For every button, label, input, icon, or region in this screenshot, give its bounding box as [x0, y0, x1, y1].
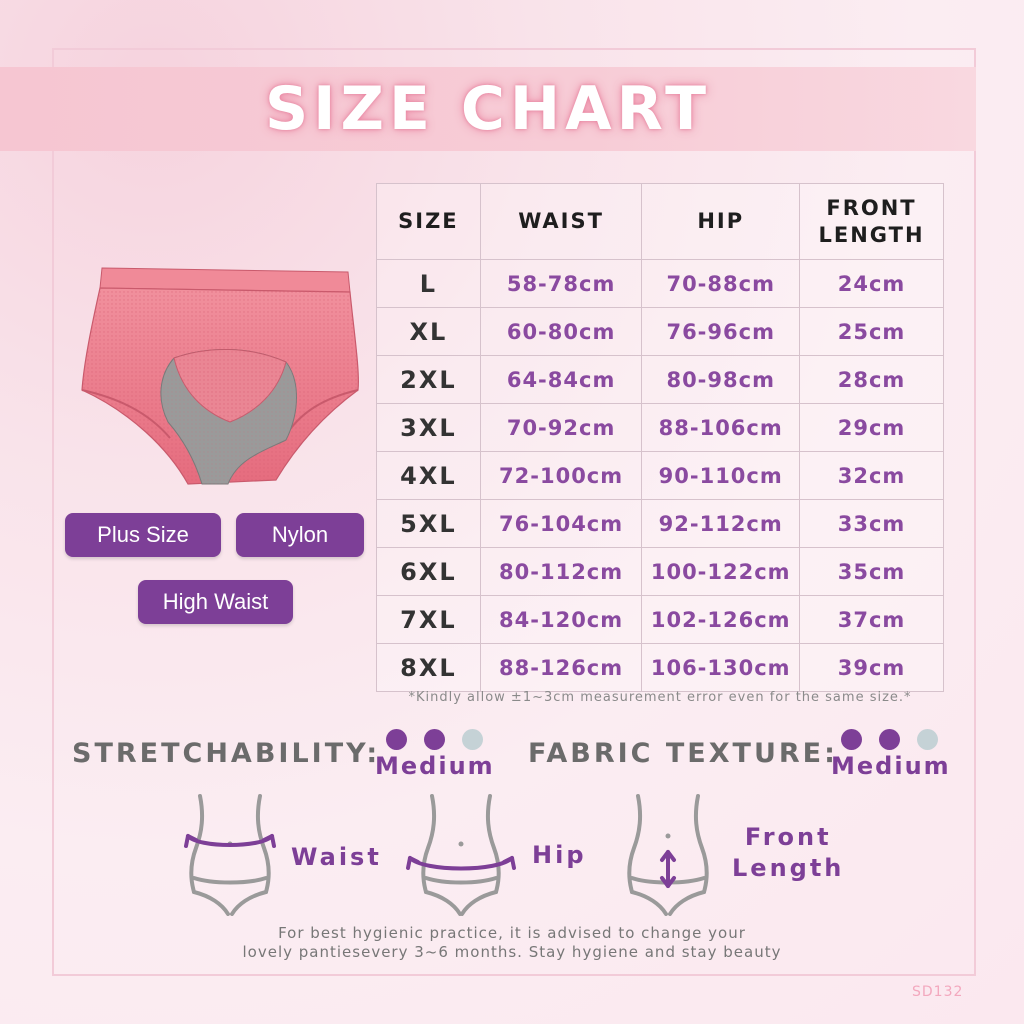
hygiene-advice: For best hygienic practice, it is advise… [0, 924, 1024, 962]
size-cell: 6XL [376, 547, 481, 596]
header-size: SIZE [376, 183, 481, 260]
stretchability-value: Medium [375, 752, 495, 780]
table-row: 3XL 70-92cm 88-106cm 29cm [376, 403, 944, 452]
front-length-line2: Length [732, 854, 845, 882]
stretchability-dots [386, 729, 483, 750]
rating-dot-filled [841, 729, 862, 750]
waist-cell: 60-80cm [479, 307, 643, 356]
measurement-note: *Kindly allow ±1~3cm measurement error e… [408, 690, 912, 705]
size-cell: 3XL [376, 403, 481, 452]
stretchability-label: STRETCHABILITY: [72, 738, 381, 769]
hip-cell: 102-126cm [641, 595, 801, 644]
waist-cell: 80-112cm [479, 547, 643, 596]
front-length-cell: 33cm [799, 499, 944, 548]
size-cell: 2XL [376, 355, 481, 404]
table-header-row: SIZE WAIST HIP FRONT LENGTH [376, 183, 944, 260]
size-cell: XL [376, 307, 481, 356]
waist-cell: 84-120cm [479, 595, 643, 644]
high-waist-tag: High Waist [138, 580, 293, 624]
waist-cell: 72-100cm [479, 451, 643, 500]
fabric-texture-dots [841, 729, 938, 750]
hip-cell: 70-88cm [641, 259, 801, 308]
table-row: 5XL 76-104cm 92-112cm 33cm [376, 499, 944, 548]
size-cell: L [376, 259, 481, 308]
page-frame [52, 48, 976, 976]
hip-cell: 92-112cm [641, 499, 801, 548]
size-cell: 4XL [376, 451, 481, 500]
fabric-texture-label: FABRIC TEXTURE: [528, 738, 838, 769]
plus-size-tag: Plus Size [65, 513, 221, 557]
hip-cell: 90-110cm [641, 451, 801, 500]
table-row: 8XL 88-126cm 106-130cm 39cm [376, 643, 944, 692]
front-length-cell: 24cm [799, 259, 944, 308]
table-row: XL 60-80cm 76-96cm 25cm [376, 307, 944, 356]
hip-label: Hip [532, 841, 587, 869]
rating-dot-empty [462, 729, 483, 750]
header-front-length: FRONT LENGTH [799, 183, 944, 260]
size-cell: 5XL [376, 499, 481, 548]
size-table: SIZE WAIST HIP FRONT LENGTH L 58-78cm 70-8… [376, 183, 944, 692]
front-length-cell: 25cm [799, 307, 944, 356]
hip-cell: 106-130cm [641, 643, 801, 692]
page-title: SIZE CHART [264, 74, 712, 144]
nylon-tag: Nylon [236, 513, 364, 557]
front-length-cell: 37cm [799, 595, 944, 644]
hip-cell: 100-122cm [641, 547, 801, 596]
front-length-line1: Front [744, 823, 832, 851]
hip-cell: 76-96cm [641, 307, 801, 356]
front-length-cell: 32cm [799, 451, 944, 500]
rating-dot-filled [386, 729, 407, 750]
hip-cell: 80-98cm [641, 355, 801, 404]
product-code: SD132 [912, 984, 964, 1000]
hygiene-advice-line1: For best hygienic practice, it is advise… [278, 924, 746, 942]
waist-cell: 70-92cm [479, 403, 643, 452]
waist-cell: 58-78cm [479, 259, 643, 308]
hygiene-advice-line2: lovely pantiesevery 3~6 months. Stay hyg… [242, 943, 782, 961]
rating-dot-empty [917, 729, 938, 750]
waist-cell: 64-84cm [479, 355, 643, 404]
product-image [78, 262, 362, 502]
table-row: 6XL 80-112cm 100-122cm 35cm [376, 547, 944, 596]
rating-dot-filled [879, 729, 900, 750]
table-row: 7XL 84-120cm 102-126cm 37cm [376, 595, 944, 644]
front-length-cell: 39cm [799, 643, 944, 692]
front-length-measure-icon [620, 792, 716, 920]
waist-cell: 76-104cm [479, 499, 643, 548]
waist-cell: 88-126cm [479, 643, 643, 692]
table-row: L 58-78cm 70-88cm 24cm [376, 259, 944, 308]
front-length-cell: 28cm [799, 355, 944, 404]
front-length-cell: 29cm [799, 403, 944, 452]
table-row: 4XL 72-100cm 90-110cm 32cm [376, 451, 944, 500]
hip-measure-icon [406, 792, 516, 920]
fabric-texture-value: Medium [831, 752, 951, 780]
rating-dot-filled [424, 729, 445, 750]
header-hip: HIP [641, 183, 801, 260]
header-waist: WAIST [479, 183, 643, 260]
table-row: 2XL 64-84cm 80-98cm 28cm [376, 355, 944, 404]
waist-label: Waist [291, 843, 382, 871]
waist-measure-icon [182, 792, 278, 920]
front-length-label: Front Length [732, 822, 844, 884]
size-cell: 7XL [376, 595, 481, 644]
title-banner [0, 67, 976, 151]
front-length-cell: 35cm [799, 547, 944, 596]
size-cell: 8XL [376, 643, 481, 692]
hip-cell: 88-106cm [641, 403, 801, 452]
